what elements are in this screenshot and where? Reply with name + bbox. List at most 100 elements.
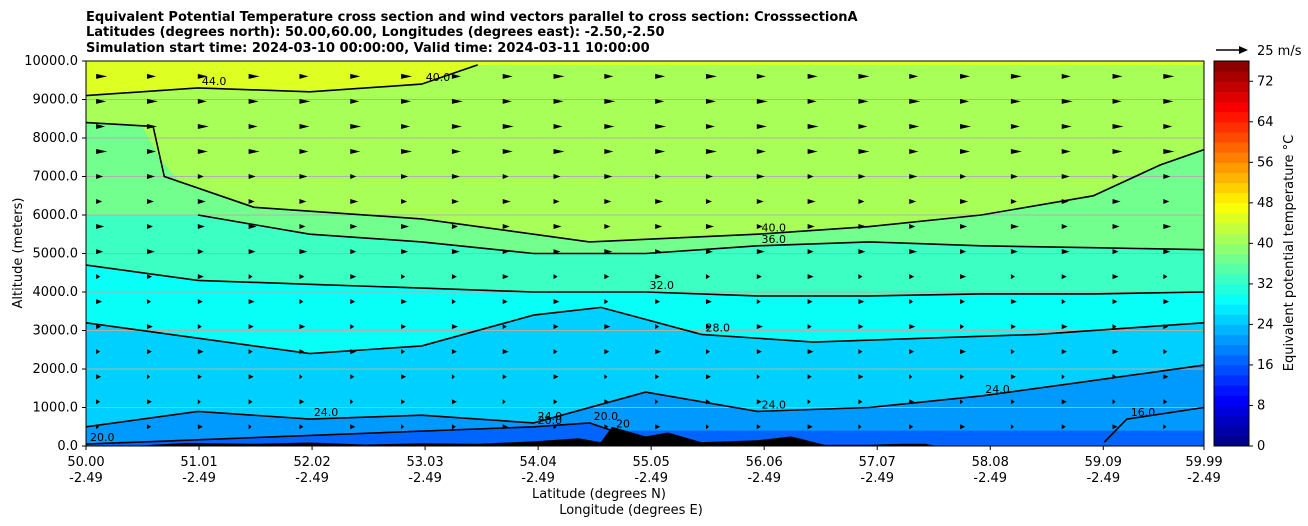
band-40 bbox=[86, 61, 1204, 242]
wind-vector bbox=[248, 148, 260, 154]
wind-vector bbox=[96, 349, 101, 355]
wind-vector bbox=[1010, 249, 1018, 255]
wind-vector bbox=[96, 148, 108, 154]
wind-vector bbox=[1061, 199, 1069, 205]
wind-vector bbox=[807, 424, 813, 430]
wind-vector bbox=[858, 324, 864, 330]
colorbar-swatch bbox=[1214, 395, 1249, 406]
wind-vector bbox=[858, 399, 863, 405]
wind-vector bbox=[401, 324, 407, 330]
x-axis-ticks: 50.00-2.4951.01-2.4952.02-2.4953.03-2.49… bbox=[67, 446, 1223, 486]
wind-vector bbox=[858, 123, 868, 129]
wind-vector bbox=[1010, 349, 1015, 355]
wind-vector bbox=[756, 349, 762, 355]
colorbar-swatch bbox=[1214, 415, 1249, 427]
wind-vector bbox=[909, 148, 919, 154]
wind-vector bbox=[858, 424, 862, 430]
wind-vector bbox=[146, 148, 156, 154]
x-tick-label-lat: 53.03 bbox=[406, 455, 443, 470]
wind-vector bbox=[451, 224, 458, 230]
wind-vector bbox=[960, 123, 972, 129]
wind-vector bbox=[1061, 274, 1067, 280]
wind-vector bbox=[299, 148, 309, 154]
wind-vector bbox=[350, 174, 357, 179]
wind-vector bbox=[1061, 424, 1066, 430]
wind-vector bbox=[197, 299, 203, 305]
colorbar-swatch bbox=[1214, 273, 1249, 285]
wind-vector bbox=[1163, 224, 1172, 230]
wind-vector bbox=[401, 174, 409, 179]
wind-vector bbox=[909, 424, 914, 430]
wind-vector bbox=[1010, 123, 1020, 129]
wind-vector bbox=[604, 73, 614, 79]
wind-vector bbox=[1061, 148, 1071, 154]
wind-vector bbox=[705, 399, 710, 405]
contour-label: 36.0 bbox=[761, 233, 786, 246]
wind-vector bbox=[1061, 123, 1072, 129]
wind-vector bbox=[909, 324, 916, 330]
wind-vector bbox=[553, 224, 562, 230]
colorbar-swatch bbox=[1214, 71, 1249, 82]
wind-vector bbox=[350, 349, 357, 355]
colorbar-swatch bbox=[1214, 385, 1249, 396]
colorbar-swatch bbox=[1214, 375, 1249, 386]
quiver-key-arrow-head-icon bbox=[1239, 46, 1248, 54]
y-tick-label: 6000.0 bbox=[33, 208, 79, 223]
wind-vector bbox=[299, 249, 308, 255]
wind-vector bbox=[401, 224, 410, 230]
contour-label: 20.0 bbox=[594, 410, 619, 423]
wind-vector bbox=[401, 123, 411, 129]
wind-vectors bbox=[96, 73, 1175, 430]
wind-vector bbox=[655, 98, 665, 104]
wind-vector bbox=[502, 249, 509, 255]
x-tick-label-lon: -2.49 bbox=[973, 471, 1007, 486]
wind-vector bbox=[451, 349, 457, 355]
wind-vector bbox=[604, 399, 610, 405]
x-tick-label-lat: 51.01 bbox=[180, 455, 217, 470]
wind-vector bbox=[299, 324, 306, 330]
wind-vector bbox=[655, 399, 659, 405]
wind-vector bbox=[451, 199, 459, 205]
wind-vector bbox=[756, 274, 762, 280]
colorbar-label: Equivalent potential temperature °C bbox=[1282, 135, 1297, 371]
wind-vector bbox=[502, 199, 511, 205]
wind-vector bbox=[604, 123, 615, 129]
x-axis-label-longitude: Longitude (degrees E) bbox=[559, 503, 703, 518]
contour-label: 32.0 bbox=[650, 279, 675, 292]
colorbar-swatch bbox=[1214, 101, 1249, 113]
wind-vector bbox=[1112, 374, 1117, 380]
wind-vector bbox=[1163, 424, 1167, 430]
wind-vector bbox=[96, 98, 107, 104]
wind-vector bbox=[299, 98, 311, 104]
x-tick-label-lon: -2.49 bbox=[1086, 471, 1120, 486]
wind-vector bbox=[1112, 249, 1119, 255]
wind-vector bbox=[756, 424, 761, 430]
wind-vector bbox=[248, 299, 255, 305]
contour-line-32 bbox=[86, 264, 1204, 297]
colorbar-tick-label: 40 bbox=[1257, 236, 1274, 251]
wind-vector bbox=[858, 274, 863, 280]
band-44 bbox=[86, 61, 1204, 96]
colorbar-swatch bbox=[1214, 253, 1249, 265]
colorbar-swatch bbox=[1214, 111, 1249, 123]
wind-vector bbox=[248, 98, 259, 104]
wind-vector bbox=[146, 199, 154, 205]
wind-vector bbox=[705, 199, 712, 205]
wind-vector bbox=[350, 148, 361, 154]
x-tick-label-lon: -2.49 bbox=[408, 471, 442, 486]
wind-vector bbox=[248, 349, 253, 355]
wind-vector bbox=[604, 299, 609, 305]
wind-vector bbox=[807, 123, 819, 129]
wind-vector bbox=[604, 274, 610, 280]
wind-vector bbox=[1163, 98, 1174, 104]
wind-vector bbox=[451, 98, 463, 104]
colorbar-swatch bbox=[1214, 314, 1249, 325]
colorbar-swatch bbox=[1214, 202, 1249, 214]
wind-vector bbox=[248, 174, 256, 179]
wind-vector bbox=[909, 199, 917, 205]
x-tick-label-lon: -2.49 bbox=[860, 471, 894, 486]
wind-vector bbox=[705, 123, 715, 129]
y-axis-ticks: 0.0 1000.0 2000.0 3000.0 4000.0 5000.0 6000.0 7… bbox=[24, 54, 86, 454]
x-tick-label-lat: 52.02 bbox=[293, 455, 330, 470]
